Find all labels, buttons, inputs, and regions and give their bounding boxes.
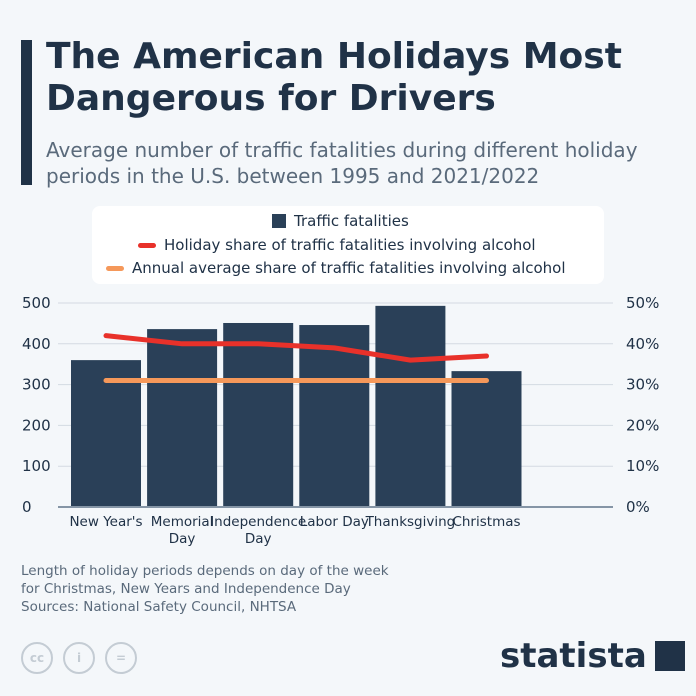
x-tick-label: Day [169,531,196,547]
bar [451,371,522,507]
legend: Traffic fatalities Holiday share of traf… [92,206,604,284]
legend-swatch-red-line [138,242,156,248]
y-right-tick-label: 10% [626,457,659,475]
y-right-tick-label: 40% [626,335,659,353]
legend-swatch-orange-line [106,265,124,271]
note-line: for Christmas, New Years and Independenc… [21,581,351,597]
x-tick-label: Christmas [452,514,520,530]
y-left-tick-label: 300 [22,376,51,394]
bar [71,360,141,507]
series-line [103,333,489,363]
x-tick-label: Thanksgiving [365,514,456,530]
legend-label: Holiday share of traffic fatalities invo… [164,236,536,254]
y-left-tick-label: 100 [22,457,51,475]
note-line: Length of holiday periods depends on day… [21,563,389,579]
y-right-tick-label: 20% [626,416,659,434]
license-icons: cc i = [21,642,137,674]
legend-label: Annual average share of traffic fataliti… [132,259,566,277]
y-right-tick-label: 30% [626,376,659,394]
legend-item-annual-share: Annual average share of traffic fataliti… [106,259,566,277]
x-tick-label: Labor Day [300,514,369,530]
x-tick-label: Memorial [151,514,214,530]
y-left-tick-label: 0 [22,498,32,516]
footnote: Length of holiday periods depends on day… [21,562,389,616]
x-tick-label: Independence [210,514,306,530]
y-right-tick-label: 50% [626,294,659,312]
combo-chart: 0 0% 100 10% 200 20% 300 30% 400 40% 500 50% New Yea… [22,294,659,547]
y-right-tick-label: 0% [626,498,650,516]
legend-swatch-bars [272,214,286,228]
x-tick-label: New Year's [69,514,142,530]
bar [147,329,218,507]
y-left-tick-label: 200 [22,416,51,434]
statista-logo[interactable]: statista [500,636,685,676]
bar [223,322,294,507]
chart-title: The American Holidays Most Dangerous for… [46,36,622,119]
bar [375,305,446,507]
brand-name: statista [500,636,647,676]
title-accent-bar [21,40,32,185]
no-derivatives-icon[interactable]: = [105,642,137,674]
legend-item-bars: Traffic fatalities [272,212,409,230]
attribution-icon[interactable]: i [63,642,95,674]
bar [299,325,370,507]
statista-mark-icon [654,641,685,671]
chart-subtitle: Average number of traffic fatalities dur… [46,138,638,188]
source-line: Sources: National Safety Council, NHTSA [21,599,297,615]
y-left-tick-label: 500 [22,294,51,312]
legend-item-holiday-share: Holiday share of traffic fatalities invo… [138,236,536,254]
y-left-tick-label: 400 [22,335,51,353]
x-tick-label: Day [245,531,272,547]
legend-label: Traffic fatalities [294,212,409,230]
cc-icon[interactable]: cc [21,642,53,674]
